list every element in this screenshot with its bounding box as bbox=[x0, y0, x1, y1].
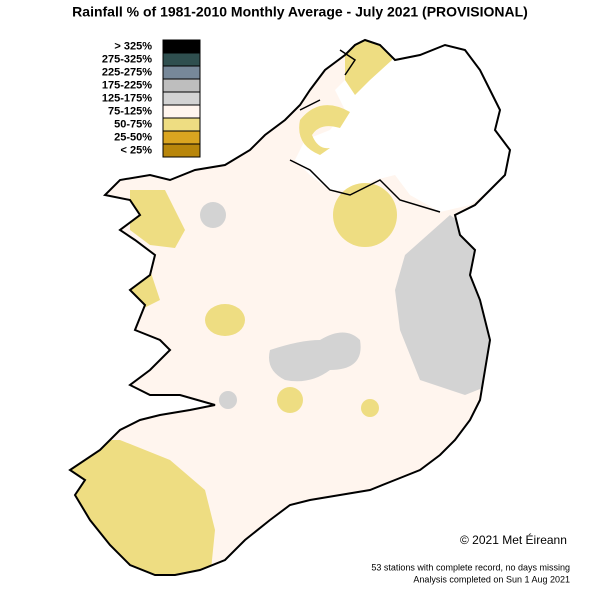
zone-50-75 bbox=[361, 399, 379, 417]
zone-50-75 bbox=[299, 105, 350, 155]
zone-50-75 bbox=[205, 304, 245, 336]
legend-label: 225-275% bbox=[102, 66, 152, 78]
legend-swatch bbox=[162, 65, 201, 80]
legend-swatch bbox=[162, 130, 201, 145]
legend-swatch bbox=[162, 39, 201, 54]
legend-label: 125-175% bbox=[102, 92, 152, 104]
legend-swatch bbox=[162, 117, 201, 132]
legend-label: 175-225% bbox=[102, 79, 152, 91]
copyright: © 2021 Met Éireann bbox=[460, 532, 567, 547]
zone-125-175 bbox=[269, 332, 361, 382]
zone-125-175 bbox=[200, 202, 226, 228]
legend-swatch bbox=[162, 91, 201, 106]
legend-label: 50-75% bbox=[114, 118, 152, 130]
legend-label: 275-325% bbox=[102, 53, 152, 65]
border bbox=[289, 49, 441, 213]
footnote: 53 stations with complete record, no day… bbox=[371, 562, 570, 572]
zone-125-175 bbox=[395, 215, 490, 395]
zone-50-75 bbox=[333, 183, 397, 247]
legend-swatch bbox=[162, 52, 201, 67]
legend-label: > 325% bbox=[114, 40, 152, 52]
footnote: Analysis completed on Sun 1 Aug 2021 bbox=[413, 574, 570, 584]
map-title: Rainfall % of 1981-2010 Monthly Average … bbox=[72, 4, 528, 20]
no-data-area bbox=[295, 45, 510, 212]
zone-50-75 bbox=[277, 387, 303, 413]
legend-label: < 25% bbox=[121, 144, 153, 156]
zone-50-75 bbox=[345, 40, 395, 95]
legend-label: 75-125% bbox=[108, 105, 152, 117]
legend: > 325%275-325%225-275%175-225%125-175%75… bbox=[102, 39, 201, 158]
legend-swatch bbox=[162, 143, 201, 158]
legend-swatch bbox=[162, 104, 201, 119]
zone-125-175 bbox=[219, 391, 237, 409]
legend-swatch bbox=[162, 78, 201, 93]
legend-label: 25-50% bbox=[114, 131, 152, 143]
zone-50-75 bbox=[130, 190, 185, 248]
